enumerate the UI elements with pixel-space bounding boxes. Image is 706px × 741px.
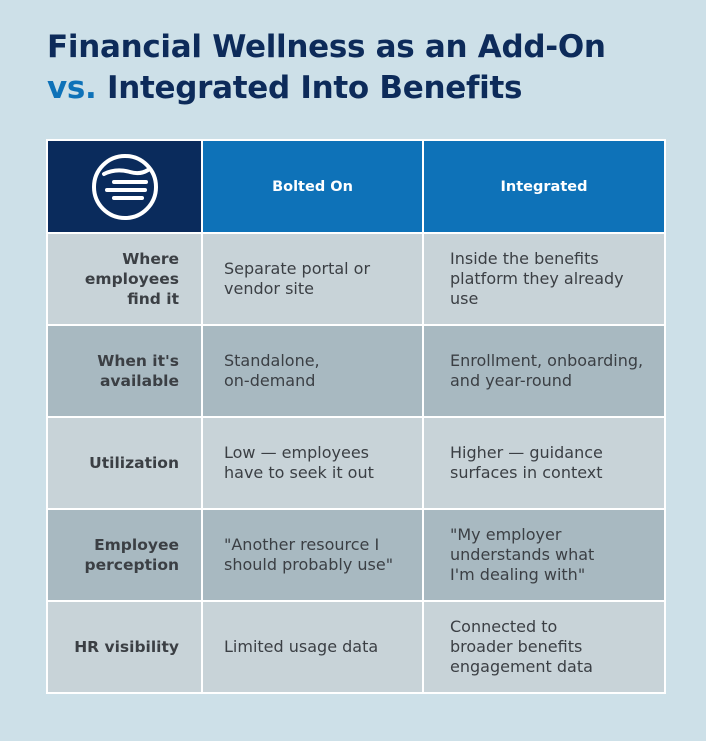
integrated-cell: Inside the benefits platform they alread…: [422, 232, 666, 326]
table-row: HR visibility Limited usage data Connect…: [46, 600, 666, 694]
table-row: Utilization Low — employees have to seek…: [46, 416, 666, 510]
page-title: Financial Wellness as an Add-On vs. Inte…: [47, 27, 687, 109]
bolted-on-cell: Separate portal or vendor site: [201, 232, 424, 326]
integrated-cell: Higher — guidance surfaces in context: [422, 416, 666, 510]
title-line-2: Integrated Into Benefits: [96, 70, 523, 106]
wave-circle-logo-icon: [91, 153, 158, 220]
row-label: Where employees find it: [46, 232, 203, 326]
bolted-on-cell: "Another resource I should probably use": [201, 508, 424, 602]
logo-cell: [46, 139, 203, 234]
table-row: When it's available Standalone, on-deman…: [46, 324, 666, 418]
table-header-row: Bolted On Integrated: [46, 139, 666, 234]
row-label: HR visibility: [46, 600, 203, 694]
comparison-table: Bolted On Integrated Where employees fin…: [46, 139, 666, 694]
title-accent: vs.: [47, 70, 97, 106]
bolted-on-cell: Limited usage data: [201, 600, 424, 694]
table-row: Where employees find it Separate portal …: [46, 232, 666, 326]
bolted-on-cell: Low — employees have to seek it out: [201, 416, 424, 510]
row-label: When it's available: [46, 324, 203, 418]
integrated-cell: Enrollment, onboarding, and year-round: [422, 324, 666, 418]
integrated-cell: Connected to broader benefits engagement…: [422, 600, 666, 694]
integrated-cell: "My employer understands what I'm dealin…: [422, 508, 666, 602]
table-row: Employee perception "Another resource I …: [46, 508, 666, 602]
row-label: Utilization: [46, 416, 203, 510]
header-bolted-on: Bolted On: [201, 139, 424, 234]
row-label: Employee perception: [46, 508, 203, 602]
bolted-on-cell: Standalone, on-demand: [201, 324, 424, 418]
title-line-1: Financial Wellness as an Add-On: [47, 29, 606, 65]
header-integrated: Integrated: [422, 139, 666, 234]
